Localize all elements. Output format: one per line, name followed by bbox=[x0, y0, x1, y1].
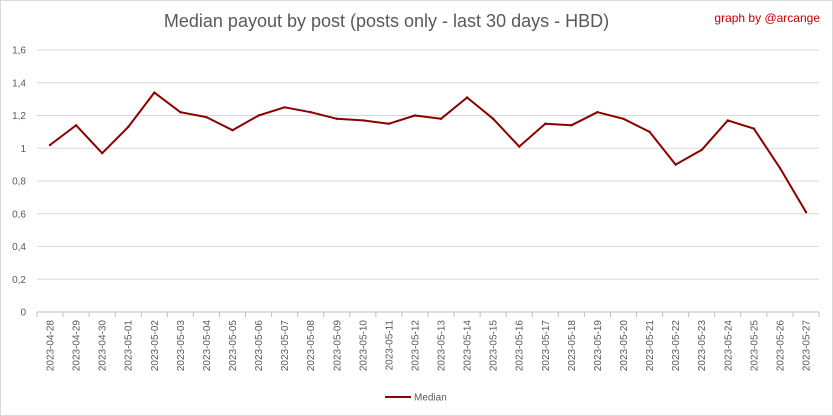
data-point bbox=[335, 117, 338, 120]
data-point bbox=[778, 166, 782, 170]
x-tick-label: 2023-04-28 bbox=[46, 320, 57, 372]
data-point bbox=[179, 111, 182, 114]
data-point bbox=[491, 117, 495, 120]
data-point bbox=[518, 145, 521, 148]
x-tick-label: 2023-05-09 bbox=[332, 320, 343, 372]
x-tick-label: 2023-05-04 bbox=[202, 320, 213, 372]
data-point bbox=[804, 210, 808, 214]
x-tick-label: 2023-05-08 bbox=[306, 320, 317, 372]
x-tick-label: 2023-05-15 bbox=[489, 320, 500, 372]
data-point bbox=[570, 124, 573, 127]
data-point bbox=[205, 115, 208, 119]
data-point bbox=[361, 119, 365, 122]
data-point bbox=[648, 130, 651, 134]
y-tick-label: 1 bbox=[20, 144, 26, 155]
x-tick-label: 2023-04-29 bbox=[72, 320, 83, 372]
y-tick-label: 1,2 bbox=[12, 111, 26, 122]
data-point bbox=[127, 125, 130, 129]
y-tick-label: 0,2 bbox=[12, 275, 26, 286]
data-point bbox=[622, 117, 625, 120]
chart-title: Median payout by post (posts only - last… bbox=[163, 11, 610, 31]
x-tick-label: 2023-04-30 bbox=[98, 320, 109, 372]
data-point bbox=[309, 111, 312, 114]
x-tick-label: 2023-05-01 bbox=[124, 320, 135, 372]
x-tick-label: 2023-05-22 bbox=[671, 320, 682, 372]
y-tick-label: 0,8 bbox=[12, 177, 26, 188]
data-point bbox=[596, 111, 599, 114]
x-tick-label: 2023-05-25 bbox=[749, 320, 760, 372]
data-point bbox=[439, 117, 443, 120]
x-tick-label: 2023-05-02 bbox=[150, 320, 161, 372]
x-tick-label: 2023-05-12 bbox=[410, 320, 421, 372]
chart-credit: graph by @arcange bbox=[714, 11, 820, 25]
data-point bbox=[231, 129, 234, 132]
x-tick-label: 2023-05-16 bbox=[515, 320, 526, 372]
data-point bbox=[752, 127, 756, 130]
x-tick-label: 2023-05-06 bbox=[254, 320, 265, 372]
x-tick-label: 2023-05-18 bbox=[567, 320, 578, 372]
data-point bbox=[74, 124, 78, 127]
data-point bbox=[283, 106, 286, 109]
data-point bbox=[48, 143, 52, 147]
series-line-median bbox=[49, 91, 807, 213]
data-point bbox=[387, 122, 391, 125]
data-point bbox=[413, 114, 417, 117]
x-tick-label: 2023-05-27 bbox=[801, 320, 812, 372]
y-tick-label: 1,6 bbox=[12, 46, 26, 57]
x-tick-label: 2023-05-11 bbox=[384, 320, 395, 371]
y-tick-label: 0,6 bbox=[12, 209, 26, 220]
x-tick-label: 2023-05-05 bbox=[228, 320, 239, 372]
x-tick-label: 2023-05-19 bbox=[593, 320, 604, 372]
data-point bbox=[257, 114, 260, 117]
x-tick-label: 2023-05-10 bbox=[358, 320, 369, 372]
x-tick-label: 2023-05-03 bbox=[176, 320, 187, 372]
y-tick-label: 0 bbox=[20, 308, 26, 319]
y-tick-label: 0,4 bbox=[12, 242, 26, 253]
x-tick-label: 2023-05-23 bbox=[697, 320, 708, 372]
x-tick-label: 2023-05-20 bbox=[619, 320, 630, 372]
x-tick-label: 2023-05-13 bbox=[437, 320, 448, 372]
legend-label: Median bbox=[414, 393, 447, 404]
data-point bbox=[700, 148, 703, 152]
data-point bbox=[465, 96, 469, 99]
x-tick-label: 2023-05-24 bbox=[723, 320, 734, 372]
data-point bbox=[100, 151, 104, 155]
data-point bbox=[726, 119, 729, 122]
x-tick-label: 2023-05-26 bbox=[775, 320, 786, 372]
data-point bbox=[153, 91, 156, 94]
x-tick-label: 2023-05-21 bbox=[645, 320, 656, 372]
x-tick-label: 2023-05-17 bbox=[541, 320, 552, 372]
data-point bbox=[674, 163, 677, 166]
x-tick-label: 2023-05-14 bbox=[463, 320, 474, 372]
x-tick-label: 2023-05-07 bbox=[280, 320, 291, 372]
data-point bbox=[544, 122, 547, 125]
y-tick-label: 1,4 bbox=[12, 78, 26, 89]
